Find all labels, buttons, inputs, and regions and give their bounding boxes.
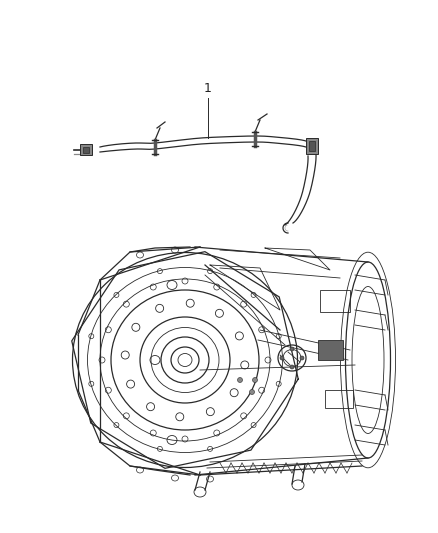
Bar — [309, 141, 315, 151]
Bar — [325, 390, 353, 408]
Ellipse shape — [290, 365, 294, 369]
Bar — [318, 340, 343, 360]
Text: 1: 1 — [204, 82, 212, 94]
Ellipse shape — [280, 356, 284, 360]
Bar — [320, 290, 350, 312]
Bar — [306, 138, 318, 154]
Ellipse shape — [237, 377, 243, 383]
Ellipse shape — [300, 356, 304, 360]
Bar — [80, 144, 92, 155]
Ellipse shape — [290, 347, 294, 351]
Ellipse shape — [250, 390, 254, 394]
Ellipse shape — [252, 377, 258, 383]
Bar — [83, 147, 89, 153]
